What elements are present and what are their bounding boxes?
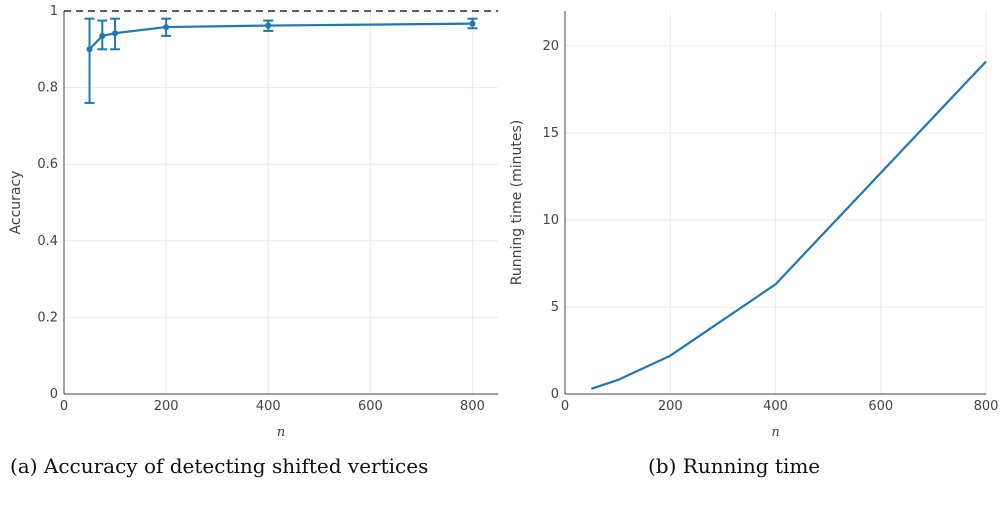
y-tick-label: 0.2	[37, 310, 58, 325]
y-tick-label: 0	[50, 387, 58, 402]
series-line	[590, 60, 987, 390]
data-point	[265, 22, 272, 29]
x-tick-label: 400	[256, 399, 281, 414]
accuracy-chart-caption: (a) Accuracy of detecting shifted vertic…	[10, 454, 429, 478]
data-point	[469, 20, 476, 27]
y-tick-label: 0.8	[37, 81, 58, 96]
data-point	[86, 46, 93, 53]
x-tick-label: 800	[974, 399, 999, 414]
series-line	[88, 22, 473, 51]
running-time-chart-svg: 0 200 400 600 800 0 5 10 15 20 n Running time (minu…	[509, 11, 999, 440]
y-tick-label: 20	[542, 39, 559, 54]
x-tick-label: 600	[358, 399, 383, 414]
running-time-chart: 0 200 400 600 800 0 5 10 15 20 n Running time (minu…	[502, 0, 1004, 506]
x-tick-label: 200	[658, 399, 683, 414]
data-point	[99, 32, 106, 39]
x-tick-label: 800	[460, 399, 485, 414]
y-tick-label: 10	[542, 213, 559, 228]
y-tick-label: 15	[542, 126, 559, 141]
y-tick-label: 1	[50, 4, 58, 19]
y-tick-label: 0.6	[37, 157, 58, 172]
x-tick-label: 0	[60, 399, 68, 414]
y-tick-label: 0.4	[37, 234, 58, 249]
accuracy-chart: 0 200 400 600 800 0 0.2 0.4 0.6 0.8 1 n Accuracy (a)…	[8, 4, 498, 478]
x-axis-title: n	[771, 425, 779, 440]
x-axis-title: n	[277, 425, 285, 440]
y-tick-label: 5	[551, 300, 559, 315]
running-time-chart-caption: (b) Running time	[648, 454, 821, 478]
accuracy-chart-svg: 0 200 400 600 800 0 0.2 0.4 0.6 0.8 1 n Accuracy	[8, 4, 498, 440]
data-point	[112, 30, 119, 37]
y-tick-label: 0	[551, 387, 559, 402]
x-tick-label: 0	[561, 399, 569, 414]
y-axis-title: Running time (minutes)	[509, 120, 525, 286]
data-point	[163, 24, 170, 31]
x-tick-label: 400	[763, 399, 788, 414]
y-axis-title: Accuracy	[8, 171, 24, 235]
x-tick-label: 200	[154, 399, 179, 414]
x-tick-label: 600	[868, 399, 893, 414]
